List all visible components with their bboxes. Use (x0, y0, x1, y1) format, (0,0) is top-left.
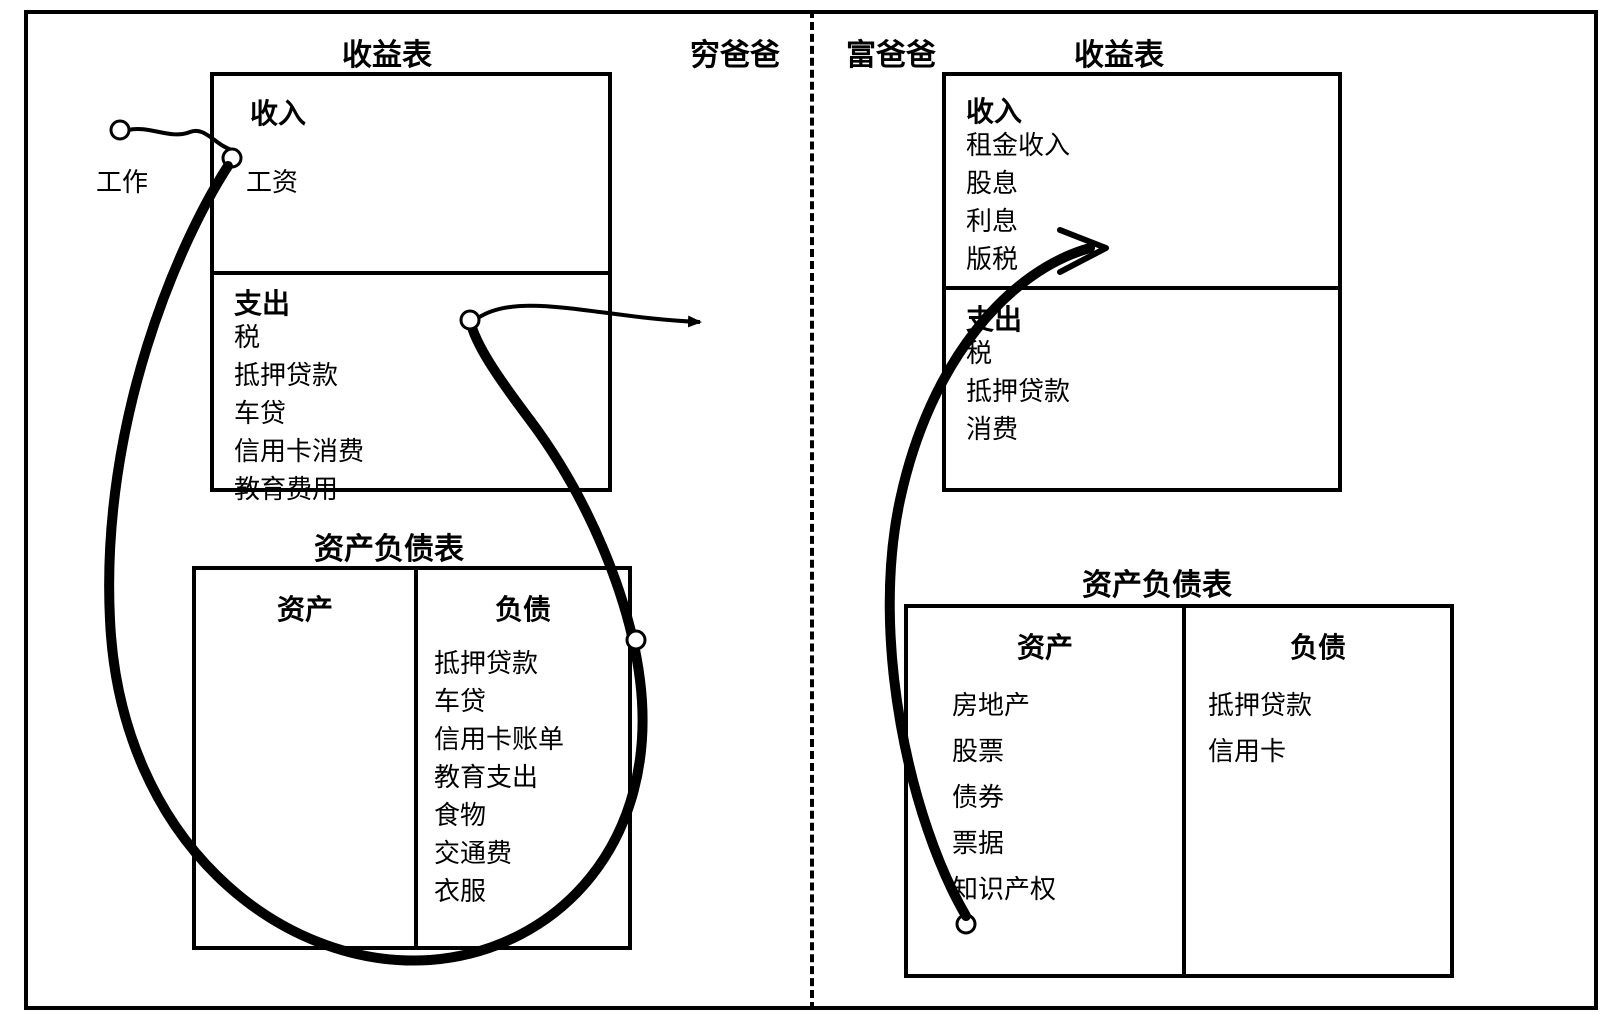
left-income-expense-split (214, 271, 608, 275)
diagram-canvas: 穷爸爸 收益表 收入 支出 税抵押贷款车贷信用卡消费教育费用 工作 工资 资产负… (0, 0, 1624, 1023)
left-balance-sheet-box: 资产 负债 抵押贷款车贷信用卡账单教育支出食物交通费衣服 (192, 566, 632, 950)
right-income-statement-box: 收入 租金收入股息利息版税 支出 税抵押贷款消费 (942, 72, 1342, 492)
list-item: 抵押贷款 (1208, 682, 1312, 728)
list-item: 食物 (434, 796, 564, 834)
right-balance-sheet-box: 资产 负债 房地产股票债券票据知识产权 抵押贷款信用卡 (904, 604, 1454, 978)
right-assets-head: 资产 (908, 626, 1182, 666)
list-item: 知识产权 (952, 866, 1056, 912)
right-expense-items: 税抵押贷款消费 (966, 334, 1070, 448)
list-item: 税 (966, 334, 1070, 372)
list-item: 股息 (966, 164, 1070, 202)
right-expense-head: 支出 (966, 298, 1022, 338)
list-item: 股票 (952, 728, 1056, 774)
list-item: 债券 (952, 774, 1056, 820)
left-salary-label: 工资 (246, 162, 298, 199)
right-income-statement-title: 收益表 (1074, 30, 1164, 74)
center-divider (810, 10, 814, 1010)
list-item: 交通费 (434, 834, 564, 872)
right-liab-head: 负债 (1182, 626, 1454, 666)
list-item: 租金收入 (966, 126, 1070, 164)
right-person-label: 富爸爸 (846, 30, 936, 74)
list-item: 信用卡 (1208, 728, 1312, 774)
right-income-items: 租金收入股息利息版税 (966, 126, 1070, 278)
list-item: 教育支出 (434, 758, 564, 796)
right-balance-sheet-title: 资产负债表 (1082, 560, 1232, 604)
left-liab-head: 负债 (414, 588, 632, 628)
left-assets-head: 资产 (196, 588, 414, 628)
list-item: 抵押贷款 (234, 356, 364, 394)
left-income-statement-title: 收益表 (342, 30, 432, 74)
left-job-label: 工作 (96, 162, 148, 199)
list-item: 房地产 (952, 682, 1056, 728)
right-liab-items: 抵押贷款信用卡 (1208, 682, 1312, 774)
right-assets-items: 房地产股票债券票据知识产权 (952, 682, 1056, 912)
left-income-statement-box: 收入 支出 税抵押贷款车贷信用卡消费教育费用 (210, 72, 612, 492)
list-item: 抵押贷款 (434, 644, 564, 682)
list-item: 车贷 (434, 682, 564, 720)
left-liab-items: 抵押贷款车贷信用卡账单教育支出食物交通费衣服 (434, 644, 564, 910)
left-expense-head: 支出 (234, 282, 290, 322)
right-income-expense-split (946, 286, 1338, 290)
list-item: 信用卡消费 (234, 432, 364, 470)
list-item: 车贷 (234, 394, 364, 432)
left-expense-items: 税抵押贷款车贷信用卡消费教育费用 (234, 318, 364, 508)
left-income-head: 收入 (250, 92, 306, 132)
left-person-label: 穷爸爸 (690, 30, 780, 74)
list-item: 版税 (966, 240, 1070, 278)
right-income-head: 收入 (966, 90, 1022, 130)
list-item: 教育费用 (234, 470, 364, 508)
list-item: 衣服 (434, 872, 564, 910)
list-item: 消费 (966, 410, 1070, 448)
list-item: 信用卡账单 (434, 720, 564, 758)
list-item: 税 (234, 318, 364, 356)
list-item: 票据 (952, 820, 1056, 866)
left-balance-sheet-title: 资产负债表 (314, 524, 464, 568)
list-item: 抵押贷款 (966, 372, 1070, 410)
list-item: 利息 (966, 202, 1070, 240)
